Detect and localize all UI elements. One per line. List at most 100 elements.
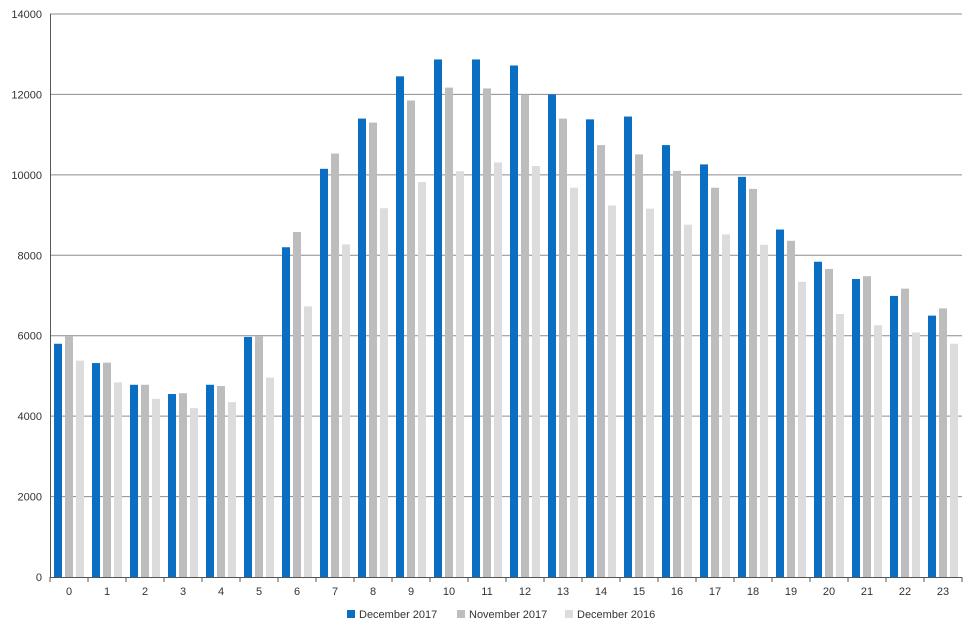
y-tick-label: 12000	[11, 89, 42, 101]
bar[interactable]	[331, 153, 339, 577]
bar[interactable]	[483, 88, 491, 578]
bar[interactable]	[114, 382, 122, 577]
bar[interactable]	[320, 168, 328, 577]
x-tick-label: 13	[557, 586, 569, 598]
bar[interactable]	[798, 281, 806, 577]
bar[interactable]	[570, 187, 578, 577]
bar[interactable]	[738, 176, 746, 577]
bar[interactable]	[65, 336, 73, 577]
bar[interactable]	[282, 247, 290, 577]
bar[interactable]	[103, 362, 111, 577]
bar[interactable]	[608, 205, 616, 578]
legend-item-december-2017[interactable]: December 2017	[347, 609, 437, 621]
x-tick-label: 21	[861, 586, 873, 598]
bar[interactable]	[217, 385, 225, 577]
bar[interactable]	[928, 315, 936, 577]
bar[interactable]	[445, 87, 453, 578]
bar[interactable]	[836, 313, 844, 577]
bar[interactable]	[206, 384, 214, 577]
bar[interactable]	[776, 229, 784, 577]
y-tick-label: 10000	[11, 170, 42, 182]
legend-item-december-2016[interactable]: December 2016	[565, 609, 655, 621]
bar[interactable]	[152, 398, 160, 577]
bar[interactable]	[304, 306, 312, 577]
bar[interactable]	[624, 116, 632, 578]
bar[interactable]	[358, 118, 366, 578]
x-tick-label: 3	[180, 586, 186, 598]
bar[interactable]	[342, 244, 350, 577]
y-tick-label: 14000	[11, 9, 42, 21]
x-tick-label: 18	[747, 586, 759, 598]
bar[interactable]	[912, 332, 920, 577]
bar[interactable]	[901, 288, 909, 577]
bar[interactable]	[380, 208, 388, 578]
x-tick-label: 11	[481, 586, 492, 598]
x-tick-label: 10	[443, 586, 455, 598]
bar[interactable]	[749, 188, 757, 578]
bar[interactable]	[190, 408, 198, 577]
series-december-2016	[76, 162, 958, 578]
bar[interactable]	[787, 240, 795, 577]
bar[interactable]	[863, 276, 871, 577]
bar[interactable]	[711, 187, 719, 577]
bar[interactable]	[228, 402, 236, 577]
x-tick-label: 23	[937, 586, 949, 598]
legend-swatch	[347, 610, 355, 618]
legend[interactable]: December 2017 November 2017 December 2016	[347, 609, 655, 621]
bar[interactable]	[646, 208, 654, 577]
series-december-2017	[54, 59, 936, 578]
bar[interactable]	[874, 325, 882, 577]
bar[interactable]	[814, 261, 822, 577]
bar[interactable]	[130, 384, 138, 577]
bar[interactable]	[939, 308, 947, 577]
bar[interactable]	[684, 224, 692, 578]
y-tick-label: 6000	[18, 331, 42, 343]
bar[interactable]	[510, 65, 518, 577]
x-tick-label: 2	[142, 586, 148, 598]
bar[interactable]	[722, 234, 730, 578]
bar[interactable]	[255, 336, 263, 577]
bar[interactable]	[559, 118, 567, 578]
bar[interactable]	[396, 76, 404, 577]
bar[interactable]	[494, 162, 502, 577]
bar[interactable]	[635, 154, 643, 578]
bar[interactable]	[92, 363, 100, 577]
legend-item-november-2017[interactable]: November 2017	[457, 609, 547, 621]
bar[interactable]	[293, 231, 301, 577]
bar[interactable]	[54, 343, 62, 577]
bar[interactable]	[852, 279, 860, 577]
legend-swatch	[565, 610, 573, 618]
bar[interactable]	[244, 336, 252, 577]
bar[interactable]	[472, 59, 480, 578]
bar[interactable]	[418, 182, 426, 578]
bar[interactable]	[179, 393, 187, 577]
x-tick-label: 5	[256, 586, 262, 598]
bar[interactable]	[548, 94, 556, 577]
bar[interactable]	[76, 360, 84, 577]
bar[interactable]	[597, 145, 605, 577]
bar[interactable]	[760, 244, 768, 577]
bar[interactable]	[825, 268, 833, 577]
legend-swatch	[457, 610, 465, 618]
x-tick-label: 16	[671, 586, 683, 598]
bar[interactable]	[950, 343, 958, 577]
x-tick-label: 22	[899, 586, 911, 598]
bar[interactable]	[662, 145, 670, 577]
bar[interactable]	[700, 164, 708, 577]
bar[interactable]	[369, 122, 377, 577]
bar[interactable]	[434, 59, 442, 578]
bar[interactable]	[456, 171, 464, 577]
bar[interactable]	[532, 166, 540, 577]
bar[interactable]	[141, 384, 149, 577]
bar[interactable]	[673, 170, 681, 578]
x-tick-label: 0	[66, 586, 72, 598]
legend-label: November 2017	[469, 609, 547, 621]
bar[interactable]	[266, 377, 274, 577]
bar[interactable]	[521, 94, 529, 577]
bar[interactable]	[890, 295, 898, 577]
bar[interactable]	[407, 100, 415, 577]
bar[interactable]	[168, 394, 176, 577]
bar[interactable]	[586, 119, 594, 578]
